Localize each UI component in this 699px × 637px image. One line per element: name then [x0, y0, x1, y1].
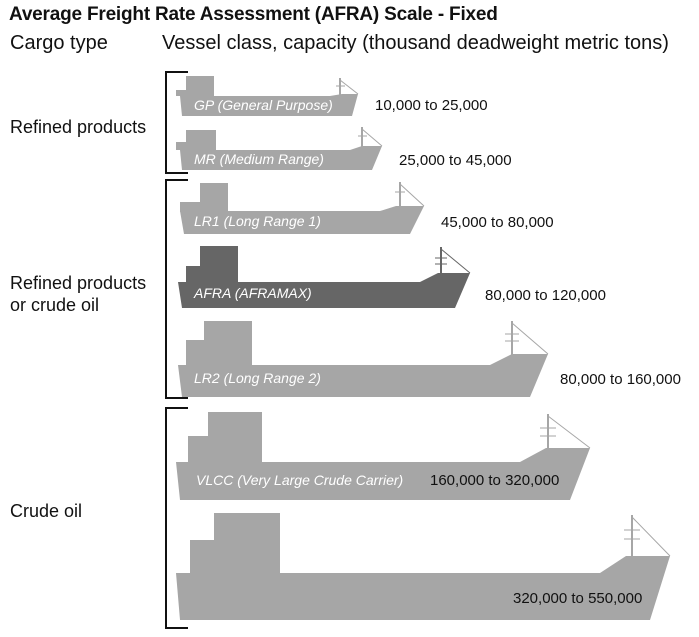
bracket-crude — [165, 407, 188, 629]
vessel-capacity: 10,000 to 25,000 — [375, 97, 488, 114]
bracket-refined — [165, 71, 188, 174]
bracket-refined-or-crude — [165, 179, 188, 399]
vessel-capacity: 80,000 to 120,000 — [485, 287, 606, 304]
vessel-capacity: 320,000 to 550,000 — [513, 590, 643, 607]
vessel-class-header: Vessel class, capacity (thousand deadwei… — [162, 32, 669, 54]
ship-afra — [178, 246, 471, 308]
vessel-label: MR (Medium Range) — [194, 151, 324, 167]
vessel-capacity: 80,000 to 160,000 — [560, 371, 681, 388]
vessel-capacity: 45,000 to 80,000 — [441, 214, 554, 231]
page-title: Average Freight Rate Assessment (AFRA) S… — [9, 4, 498, 25]
vessel-label: AFRA (AFRAMAX) — [194, 285, 312, 301]
vessel-label: LR2 (Long Range 2) — [194, 370, 321, 386]
vessel-capacity: 160,000 to 320,000 — [430, 472, 560, 489]
ship-vlcc — [176, 412, 591, 500]
ship-lr1 — [180, 182, 425, 234]
vessel-label: VLCC (Very Large Crude Carrier) — [196, 472, 404, 488]
cargo-group-label: Refined products — [10, 117, 147, 137]
ship-ulcc — [176, 513, 671, 620]
cargo-group-label: Refined products or crude oil — [10, 273, 147, 315]
ship-gp — [176, 76, 359, 116]
vessel-label: LR1 (Long Range 1) — [194, 213, 321, 229]
cargo-type-header: Cargo type — [10, 32, 108, 54]
ship-lr2 — [178, 321, 549, 397]
ship-mr — [176, 127, 383, 170]
vessel-capacity: 25,000 to 45,000 — [399, 152, 512, 169]
vessel-label: GP (General Purpose) — [194, 97, 333, 113]
cargo-group-label: Crude oil — [10, 501, 83, 521]
